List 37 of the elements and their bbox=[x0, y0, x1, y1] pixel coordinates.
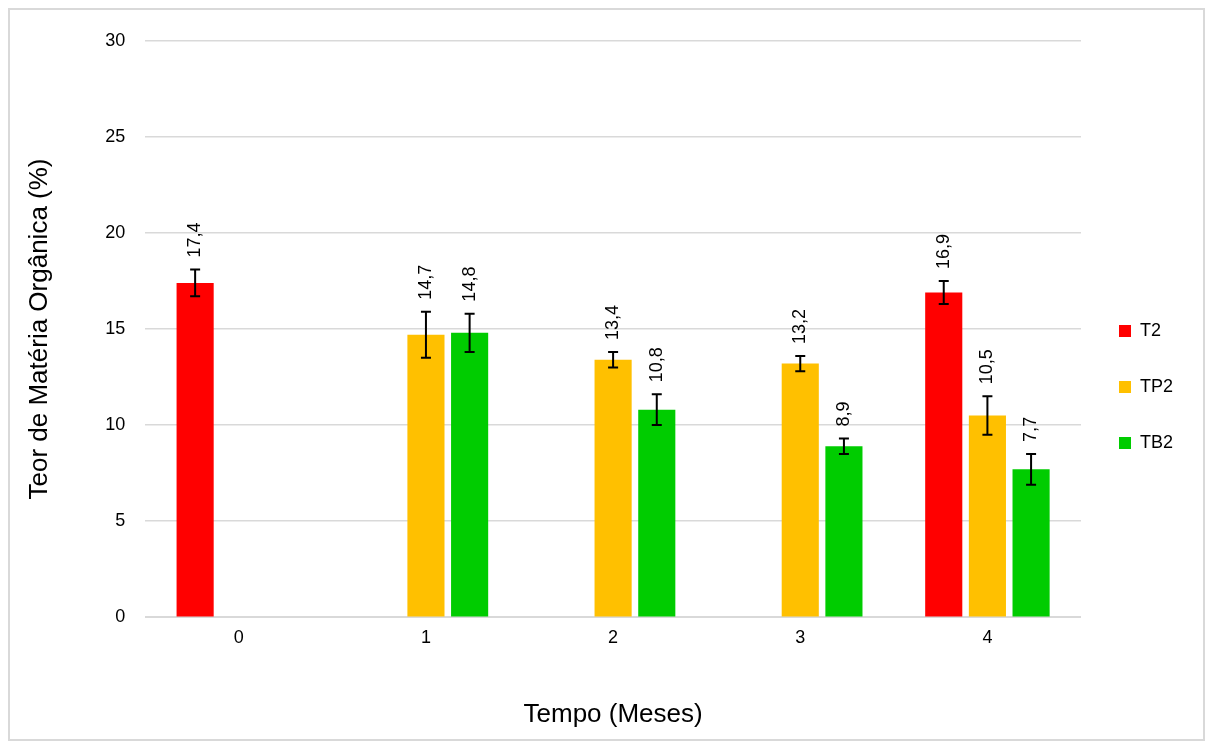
data-label: 14,8 bbox=[458, 266, 479, 302]
bar bbox=[176, 282, 214, 617]
bar bbox=[1012, 469, 1050, 617]
bar bbox=[925, 292, 963, 617]
x-tick-label: 0 bbox=[233, 626, 244, 647]
y-tick-label: 20 bbox=[105, 221, 126, 242]
x-tick-label: 2 bbox=[608, 626, 619, 647]
data-label: 10,5 bbox=[976, 349, 997, 385]
bar bbox=[781, 363, 819, 617]
bar bbox=[451, 332, 489, 617]
data-label: 7,7 bbox=[1020, 416, 1041, 442]
bar bbox=[968, 415, 1006, 617]
legend-label: TP2 bbox=[1139, 375, 1173, 396]
data-label: 8,9 bbox=[832, 401, 853, 427]
legend-label: TB2 bbox=[1139, 431, 1173, 452]
legend-label: T2 bbox=[1139, 319, 1161, 340]
data-label: 13,4 bbox=[602, 305, 623, 341]
y-tick-label: 15 bbox=[105, 317, 126, 338]
data-label: 13,2 bbox=[789, 308, 810, 344]
data-label: 16,9 bbox=[932, 233, 953, 269]
data-label: 17,4 bbox=[184, 222, 205, 258]
bar bbox=[407, 334, 445, 617]
y-tick-label: 10 bbox=[105, 414, 126, 435]
data-label: 10,8 bbox=[645, 347, 666, 383]
bar bbox=[594, 359, 632, 617]
bar bbox=[638, 409, 676, 617]
y-tick-label: 30 bbox=[105, 29, 126, 50]
bar bbox=[825, 446, 863, 617]
y-axis-title: Teor de Matéria Orgânica (%) bbox=[22, 158, 53, 500]
y-tick-label: 0 bbox=[115, 606, 126, 627]
data-label: 14,7 bbox=[414, 264, 435, 300]
x-tick-label: 1 bbox=[420, 626, 431, 647]
y-tick-label: 5 bbox=[115, 510, 126, 531]
x-tick-label: 4 bbox=[982, 626, 993, 647]
x-axis-title: Tempo (Meses) bbox=[523, 697, 703, 728]
y-tick-label: 25 bbox=[105, 125, 126, 146]
x-tick-label: 3 bbox=[795, 626, 806, 647]
